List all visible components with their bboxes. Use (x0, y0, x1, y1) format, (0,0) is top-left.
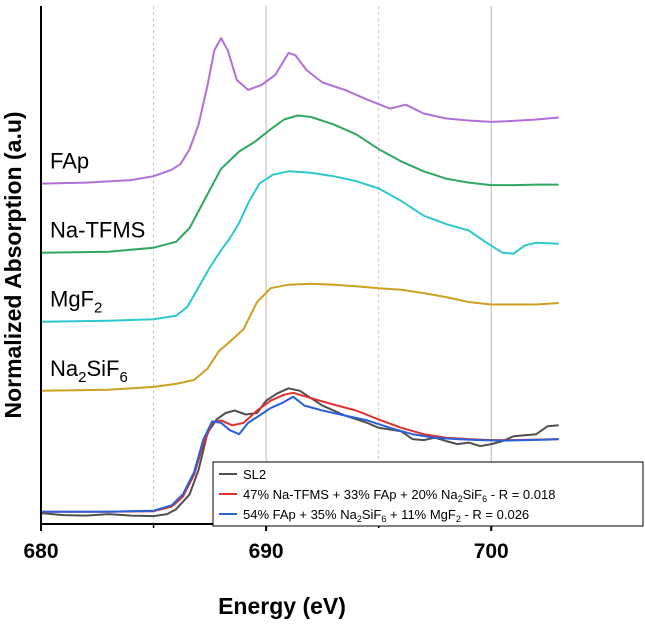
legend: SL2 47% Na-TFMS + 33% FAp + 20% Na2SiF6 -… (212, 461, 644, 527)
curve-54-fap-35-na2sif6-11-mgf2-r-0-026 (41, 395, 559, 513)
spectrum-curves (40, 37, 559, 518)
x-tick-label-700: 700 (474, 540, 509, 563)
curve-label-na-tfms: Na-TFMS (50, 218, 145, 243)
legend-box (212, 461, 644, 527)
grid-lines (153, 6, 492, 524)
y-axis-title: Normalized Absorption (a.u) (0, 111, 26, 418)
legend-label-1: 47% Na-TFMS + 33% FAp + 20% Na2SiF6 - R … (243, 487, 555, 504)
curve-label-mgf2: MgF2 (50, 287, 102, 317)
x-tick-label-680: 680 (23, 540, 58, 563)
curve-fap (40, 37, 559, 185)
curve-label-na2sif6: Na2SiF6 (50, 356, 128, 386)
curve-na2sif6 (40, 282, 559, 392)
curve-sl2 (40, 387, 559, 518)
curve-mgf2 (40, 170, 559, 323)
curve-labels: FAp Na-TFMS MgF2 Na2SiF6 (50, 149, 145, 386)
x-tick-label-690: 690 (249, 540, 284, 563)
legend-label-2: 54% FAp + 35% Na2SiF6 + 11% MgF2 - R = 0… (243, 507, 529, 524)
x-axis-title: Energy (eV) (218, 593, 346, 619)
x-ticks: 680 690 700 (23, 524, 509, 563)
curve-label-fap: FAp (50, 149, 89, 174)
legend-label-0: SL2 (243, 467, 266, 482)
curve-na-tfms (40, 114, 559, 254)
